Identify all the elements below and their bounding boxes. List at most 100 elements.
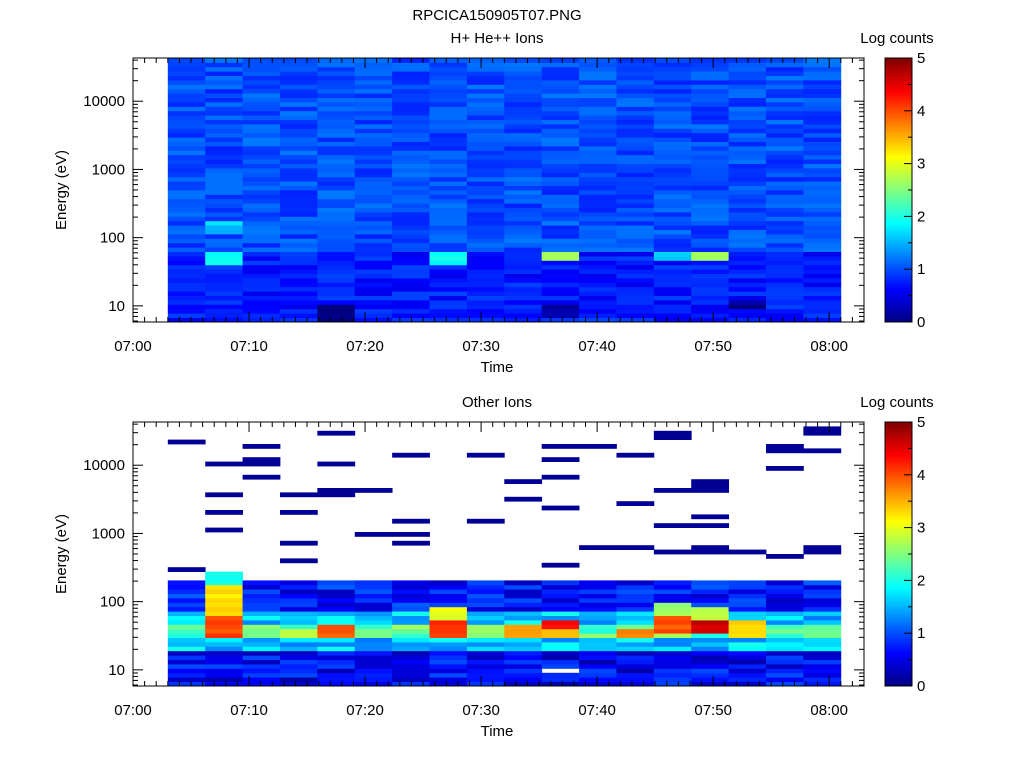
heatmap-cell bbox=[167, 216, 206, 222]
heatmap-cell bbox=[616, 225, 655, 230]
heatmap-cell bbox=[691, 207, 730, 213]
heatmap-cell bbox=[653, 106, 692, 112]
heatmap-cell bbox=[579, 664, 617, 669]
heatmap-cell bbox=[504, 106, 543, 112]
colorbar-segment bbox=[885, 253, 912, 257]
heatmap-cell bbox=[205, 119, 243, 125]
heatmap-cell bbox=[616, 141, 655, 147]
heatmap-cell bbox=[803, 668, 842, 674]
heatmap-cell bbox=[653, 304, 692, 310]
heatmap-cell bbox=[279, 611, 318, 616]
heatmap-cell bbox=[279, 668, 318, 674]
heatmap-cell bbox=[728, 124, 767, 129]
heatmap-cell bbox=[653, 488, 692, 493]
colorbar-tick-label: 5 bbox=[917, 50, 925, 67]
heatmap-cell bbox=[616, 242, 655, 248]
heatmap-cell bbox=[616, 545, 655, 550]
heatmap-cell bbox=[766, 185, 804, 191]
heatmap-cell bbox=[803, 256, 842, 261]
heatmap-cell bbox=[766, 313, 804, 318]
heatmap-cell bbox=[466, 97, 505, 103]
heatmap-cell bbox=[616, 220, 655, 226]
heatmap-cell bbox=[354, 668, 393, 674]
colorbar-tick-label: 1 bbox=[917, 625, 925, 642]
heatmap-cell bbox=[392, 102, 430, 107]
heatmap-cell bbox=[653, 598, 692, 603]
heatmap-cell bbox=[728, 620, 767, 625]
heatmap-cell bbox=[279, 317, 318, 323]
heatmap-cell bbox=[728, 247, 767, 252]
colorbar-segment bbox=[885, 105, 912, 109]
heatmap-cell bbox=[354, 655, 393, 660]
heatmap-cell bbox=[504, 128, 543, 134]
heatmap-cell bbox=[653, 584, 692, 590]
heatmap-cell bbox=[728, 593, 767, 599]
colorbar-segment bbox=[885, 216, 912, 220]
heatmap-cells bbox=[167, 58, 842, 323]
heatmap-cell bbox=[616, 181, 655, 186]
heatmap-cell bbox=[429, 672, 468, 678]
heatmap-cell bbox=[766, 273, 804, 279]
heatmap-cell bbox=[728, 110, 767, 116]
heatmap-cell bbox=[653, 150, 692, 156]
heatmap-cell bbox=[691, 71, 730, 76]
heatmap-cell bbox=[392, 286, 430, 292]
colorbar-tick-label: 2 bbox=[917, 208, 925, 225]
heatmap-cell bbox=[167, 602, 206, 608]
heatmap-cell bbox=[691, 80, 730, 85]
heatmap-cell bbox=[279, 190, 318, 195]
heatmap-cell bbox=[167, 681, 206, 687]
heatmap-cell bbox=[167, 260, 206, 266]
heatmap-cell bbox=[728, 611, 767, 616]
heatmap-cell bbox=[504, 124, 543, 129]
colorbar-segment bbox=[885, 290, 912, 294]
colorbar-segment bbox=[885, 440, 912, 444]
y-axis-label: Energy (eV) bbox=[53, 514, 70, 594]
heatmap-cell bbox=[205, 681, 243, 687]
colorbar-segment bbox=[885, 279, 912, 283]
colorbar-segment bbox=[885, 195, 912, 199]
heatmap-cell bbox=[279, 264, 318, 270]
heatmap-cell bbox=[242, 229, 281, 235]
heatmap-cell bbox=[242, 124, 281, 129]
heatmap-cell bbox=[354, 106, 393, 112]
heatmap-cell bbox=[766, 251, 804, 257]
heatmap-cell bbox=[167, 141, 206, 147]
heatmap-cell bbox=[167, 308, 206, 314]
heatmap-cell bbox=[579, 115, 617, 120]
heatmap-cell bbox=[392, 580, 430, 586]
heatmap-cell bbox=[728, 194, 767, 200]
heatmap-cell bbox=[354, 141, 393, 147]
heatmap-cell bbox=[653, 110, 692, 116]
heatmap-cell bbox=[803, 181, 842, 186]
heatmap-cell bbox=[504, 615, 543, 621]
heatmap-cell bbox=[616, 203, 655, 208]
heatmap-cell bbox=[429, 584, 468, 590]
heatmap-cell bbox=[167, 163, 206, 169]
heatmap-cell bbox=[167, 172, 206, 178]
heatmap-cell bbox=[466, 124, 505, 129]
heatmap-cell bbox=[579, 146, 617, 151]
heatmap-cell bbox=[429, 646, 468, 652]
heatmap-cell bbox=[279, 598, 318, 603]
heatmap-cell bbox=[541, 256, 580, 261]
heatmap-cell bbox=[541, 146, 580, 151]
heatmap-cell bbox=[541, 234, 580, 239]
heatmap-cell bbox=[317, 659, 356, 665]
colorbar-segment bbox=[885, 263, 912, 268]
heatmap-cell bbox=[653, 549, 692, 555]
heatmap-cell bbox=[354, 646, 393, 652]
colorbar-segment bbox=[885, 432, 912, 436]
heatmap-cell bbox=[279, 75, 318, 81]
heatmap-cell bbox=[466, 282, 505, 288]
heatmap-cell bbox=[803, 207, 842, 213]
heatmap-cell bbox=[728, 637, 767, 643]
heatmap-cell bbox=[691, 234, 730, 239]
heatmap-cell bbox=[803, 278, 842, 283]
heatmap-cell bbox=[317, 256, 356, 261]
heatmap-cell bbox=[504, 602, 543, 608]
x-tick-label: 07:00 bbox=[114, 338, 152, 355]
heatmap-cell bbox=[354, 251, 393, 257]
heatmap-cell bbox=[279, 84, 318, 90]
heatmap-cell bbox=[205, 282, 243, 288]
